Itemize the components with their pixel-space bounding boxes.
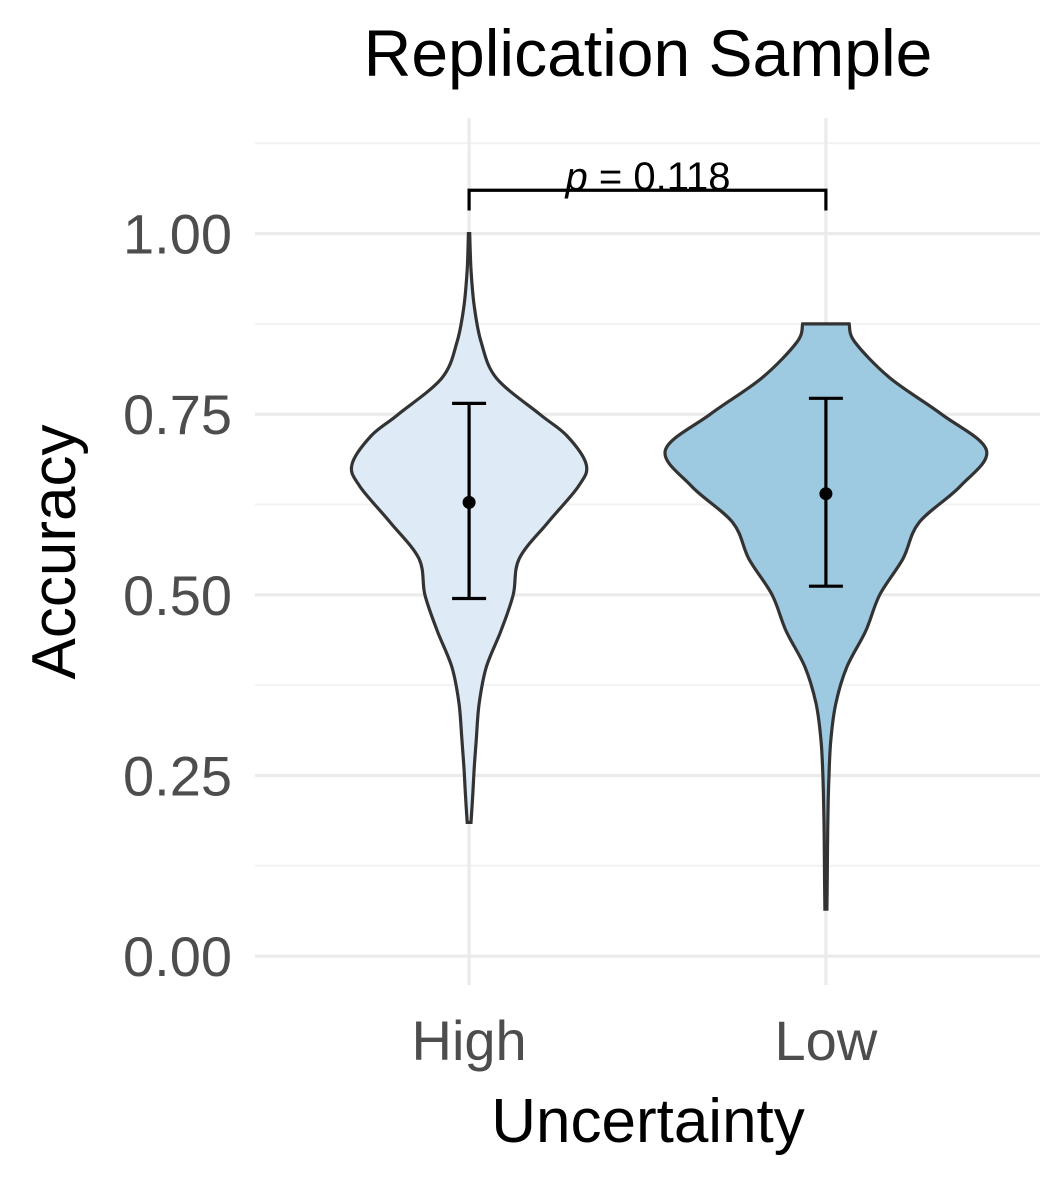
mean-point-high [462, 495, 476, 509]
comparison-bracket [467, 188, 828, 211]
y-axis-title: Accuracy [20, 425, 89, 680]
x-tick-label: Low [775, 1009, 878, 1072]
y-tick-label: 1.00 [123, 203, 232, 266]
grid [255, 118, 1040, 985]
y-tick-label: 0.75 [123, 383, 232, 446]
p-value-prefix: p [565, 155, 588, 199]
p-value-label: p = 0.118 [565, 155, 731, 199]
error-bars [452, 396, 843, 601]
comparison-bracket-line [467, 188, 828, 211]
x-tick-label: High [412, 1009, 527, 1072]
y-tick-labels: 0.00 0.25 0.50 0.75 1.00 [123, 203, 232, 988]
violin-low [663, 322, 989, 911]
violins [349, 232, 989, 911]
y-tick-label: 0.25 [123, 744, 232, 807]
x-tick-labels: High Low [412, 1009, 878, 1072]
chart-title: Replication Sample [364, 16, 933, 90]
y-tick-label: 0.00 [123, 925, 232, 988]
p-value-text: = 0.118 [588, 155, 731, 199]
x-axis-title: Uncertainty [491, 1087, 805, 1156]
mean-point-low [819, 487, 833, 501]
y-tick-label: 0.50 [123, 564, 232, 627]
